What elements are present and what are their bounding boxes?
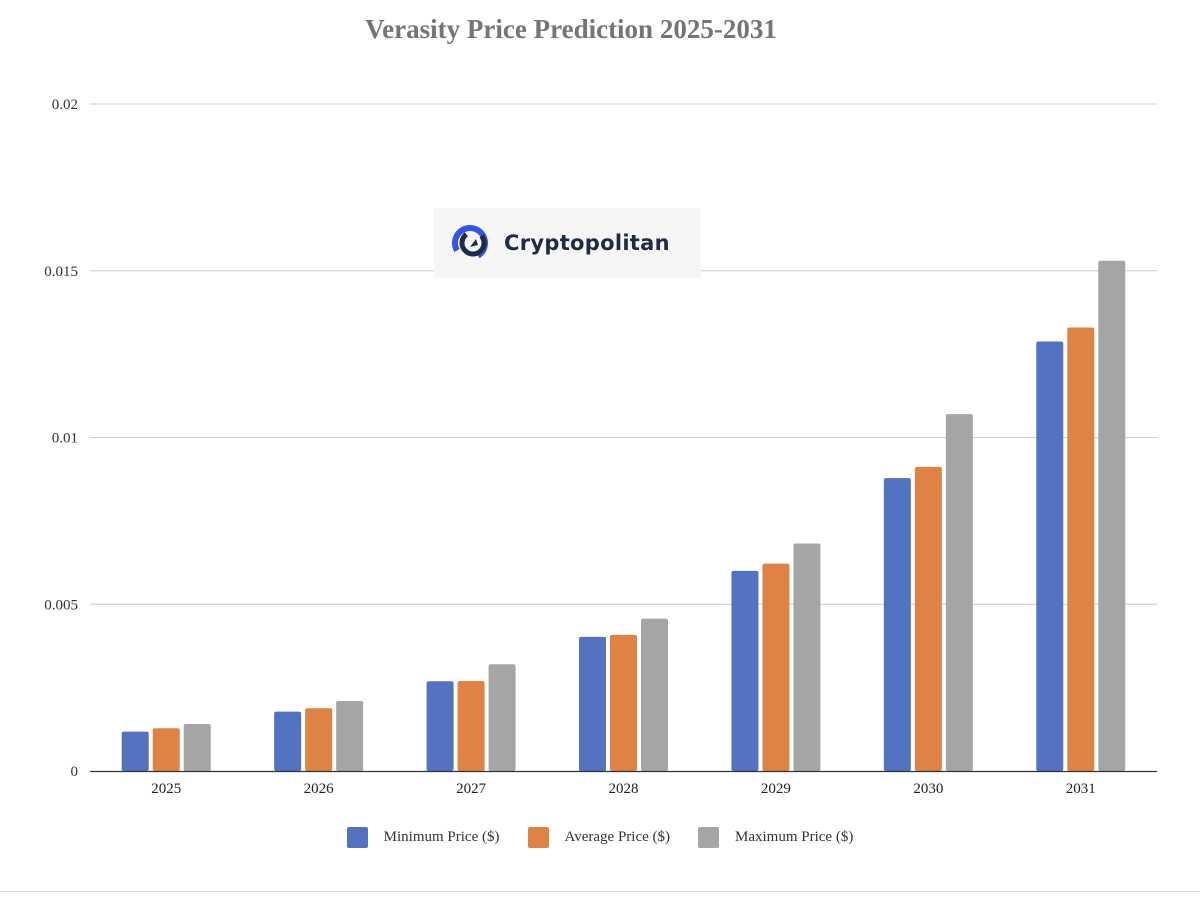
bar-2026-series-2 <box>336 700 364 771</box>
bar-2031-series-2 <box>1098 260 1126 771</box>
bar-2027-series-1 <box>457 680 485 771</box>
bar-2025-series-1 <box>152 728 180 771</box>
gridlines <box>90 103 1157 605</box>
bar-2031-series-1 <box>1067 327 1095 771</box>
bar-2028-series-0 <box>579 636 606 771</box>
watermark-text: Cryptopolitan <box>504 231 670 255</box>
legend-swatch-average <box>527 826 549 848</box>
legend-swatch-minimum <box>346 826 368 848</box>
bar-2025-series-0 <box>121 731 149 771</box>
bar-2029-series-1 <box>762 563 790 771</box>
y-tick-label: 0.02 <box>52 97 78 113</box>
legend-label-average: Average Price ($) <box>564 828 671 845</box>
cryptopolitan-logo-icon <box>452 225 488 261</box>
x-tick-label: 2025 <box>151 781 181 797</box>
x-tick-label: 2026 <box>304 781 335 797</box>
legend-item-maximum: Maximum Price ($) <box>698 825 853 849</box>
x-tick-label: 2030 <box>913 781 943 797</box>
legend-label-maximum: Maximum Price ($) <box>735 828 854 845</box>
chart-title: Verasity Price Prediction 2025-2031 <box>365 14 777 44</box>
bars <box>121 260 1126 771</box>
bar-2027-series-0 <box>426 681 454 771</box>
bar-2026-series-0 <box>274 711 302 771</box>
x-tick-label: 2028 <box>609 781 639 797</box>
y-tick-label: 0.015 <box>44 264 78 280</box>
y-tick-label: 0 <box>71 764 79 780</box>
legend: Minimum Price ($) Average Price ($) Maxi… <box>0 825 1200 849</box>
y-tick-label: 0.005 <box>44 597 78 613</box>
legend-item-minimum: Minimum Price ($) <box>346 825 500 849</box>
x-axis-ticks: 2025 2026 2027 2028 2029 2030 2031 <box>151 781 1096 797</box>
x-tick-label: 2029 <box>761 781 791 797</box>
bar-2028-series-1 <box>610 634 637 771</box>
y-tick-label: 0.01 <box>52 431 78 447</box>
bar-2029-series-0 <box>731 570 759 771</box>
bar-2030-series-2 <box>945 414 973 771</box>
legend-label-minimum: Minimum Price ($) <box>383 828 500 845</box>
bar-2031-series-0 <box>1036 341 1064 771</box>
bar-2030-series-1 <box>914 466 942 771</box>
bar-2026-series-1 <box>305 708 333 771</box>
bar-2029-series-2 <box>793 543 821 771</box>
bar-2028-series-2 <box>641 618 668 771</box>
bottom-divider <box>0 891 1200 892</box>
bar-2027-series-2 <box>488 664 516 771</box>
legend-swatch-maximum <box>698 826 719 848</box>
y-axis-ticks: 0 0.005 0.01 0.015 0.02 <box>44 97 78 780</box>
x-tick-label: 2031 <box>1066 781 1096 797</box>
bar-2025-series-2 <box>183 723 211 771</box>
watermark-logo: Cryptopolitan <box>434 208 701 278</box>
x-tick-label: 2027 <box>456 781 487 797</box>
bar-2030-series-0 <box>883 478 911 771</box>
legend-item-average: Average Price ($) <box>527 825 671 849</box>
